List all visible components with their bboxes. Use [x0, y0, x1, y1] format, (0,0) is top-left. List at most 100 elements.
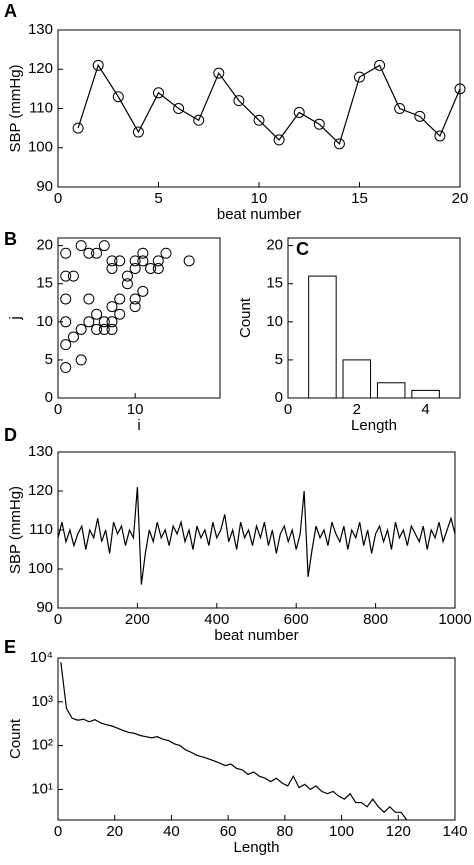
marker [434, 130, 446, 142]
bar [376, 382, 406, 399]
x-tick-label: 5 [154, 190, 162, 207]
y-tick-label: 10¹ [31, 780, 53, 797]
x-tick-label: 800 [363, 611, 388, 628]
x-tick-label: 100 [329, 823, 354, 840]
marker [114, 293, 126, 305]
marker [91, 323, 103, 335]
y-tick-label: 130 [28, 443, 53, 460]
y-tick-label: 90 [36, 178, 53, 195]
x-tick-label: 1000 [438, 611, 471, 628]
x-tick-label: 0 [54, 611, 62, 628]
y-tick-label: 120 [28, 482, 53, 499]
marker [152, 255, 164, 267]
marker [137, 247, 149, 259]
marker [233, 95, 245, 107]
x-tick-label: 2 [353, 401, 361, 418]
marker [83, 293, 95, 305]
y-tick-label: 90 [36, 599, 53, 616]
marker [374, 59, 386, 71]
y-tick-label: 15 [266, 275, 283, 292]
marker [313, 118, 325, 130]
x-tick-label: 0 [54, 823, 62, 840]
y-tick-label: 10² [31, 737, 53, 754]
y-tick-label: 110 [29, 99, 53, 116]
x-tick-label: 0 [284, 401, 292, 418]
y-tick-label: 0 [45, 389, 53, 406]
y-axis-label: Count [7, 718, 24, 759]
marker [60, 247, 72, 259]
axes-frame [57, 237, 221, 399]
marker [60, 339, 72, 351]
y-tick-label: 20 [36, 237, 53, 254]
x-tick-label: 120 [386, 823, 411, 840]
marker [91, 308, 103, 320]
marker [106, 323, 118, 335]
marker [83, 247, 95, 259]
x-axis-label: Length [351, 417, 397, 434]
marker [92, 59, 104, 71]
marker [106, 301, 118, 313]
y-tick-label: 10⁴ [30, 649, 53, 666]
marker [354, 71, 365, 83]
y-tick-label: 0 [275, 389, 283, 406]
panel-label: B [4, 229, 17, 249]
y-tick-label: 5 [45, 351, 53, 368]
panel-label: E [4, 637, 16, 657]
marker [121, 270, 133, 282]
y-axis-label: Count [237, 297, 254, 338]
series-line [57, 487, 456, 585]
series-line [60, 662, 408, 821]
marker [253, 114, 265, 126]
x-axis-label: beat number [214, 627, 298, 644]
marker [293, 106, 305, 118]
y-tick-label: 100 [28, 560, 53, 577]
series-line [77, 63, 461, 145]
y-axis-label: SBP (mmHg) [7, 486, 24, 574]
x-tick-label: 40 [163, 823, 180, 840]
x-axis-label: i [137, 417, 140, 434]
marker [129, 293, 141, 305]
x-axis-label: beat number [217, 206, 301, 223]
marker [129, 262, 141, 274]
marker [137, 285, 149, 297]
axes-frame [57, 657, 456, 821]
marker [98, 323, 110, 335]
marker [152, 262, 164, 274]
bar [342, 359, 372, 399]
marker [213, 67, 225, 79]
y-tick-label: 120 [28, 60, 53, 77]
x-tick-label: 140 [442, 823, 467, 840]
marker [333, 138, 345, 150]
marker [106, 262, 118, 274]
marker [60, 362, 72, 374]
x-tick-label: 400 [204, 611, 229, 628]
marker [114, 255, 126, 267]
marker [193, 114, 205, 126]
bar [411, 389, 440, 399]
marker [98, 240, 110, 252]
x-tick-label: 600 [284, 611, 309, 628]
axes-frame [57, 451, 456, 609]
x-tick-label: 20 [106, 823, 123, 840]
marker [273, 134, 285, 146]
marker [75, 354, 87, 366]
y-axis-label: j [7, 316, 24, 320]
marker [414, 110, 426, 122]
x-tick-label: 80 [277, 823, 294, 840]
marker [75, 240, 87, 252]
panel-label: C [296, 239, 309, 259]
marker [67, 270, 79, 282]
marker [183, 255, 195, 267]
marker [60, 316, 72, 328]
marker [67, 331, 79, 343]
marker [173, 103, 185, 114]
panel-label: D [4, 425, 17, 445]
x-tick-label: 4 [421, 401, 429, 418]
marker [60, 270, 72, 282]
bar [308, 275, 337, 399]
marker [91, 247, 103, 259]
marker [145, 262, 157, 274]
x-tick-label: 10 [251, 190, 268, 207]
y-tick-label: 10 [266, 313, 283, 330]
marker [106, 316, 118, 328]
